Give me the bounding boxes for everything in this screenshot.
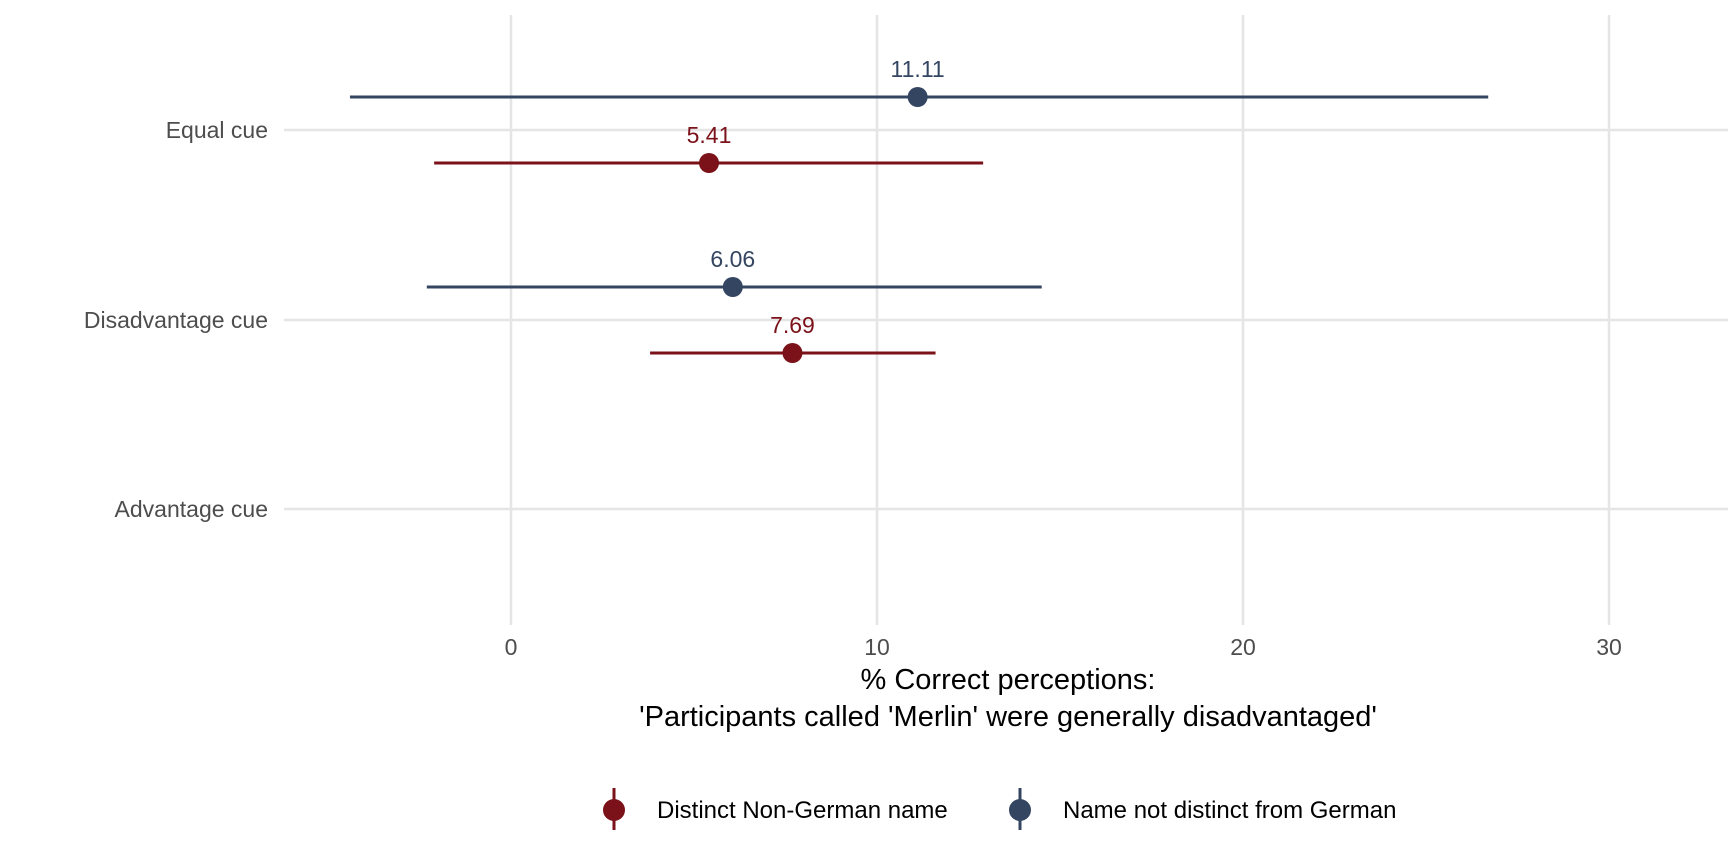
legend-key-point (603, 799, 625, 821)
data-label: 5.41 (687, 122, 732, 148)
legend-item: Distinct Non-German name (603, 788, 948, 830)
y-category-label: Equal cue (166, 117, 268, 143)
x-tick-label: 20 (1230, 634, 1256, 660)
data-point (699, 153, 720, 173)
y-category-label: Advantage cue (115, 496, 268, 522)
legend-label: Name not distinct from German (1063, 797, 1396, 824)
x-tick-label: 0 (505, 634, 518, 660)
legend-label: Distinct Non-German name (657, 797, 948, 824)
plot-marks: 5.41 7.69 11.11 6.06 (349, 56, 1489, 363)
legend-key-point (1009, 799, 1031, 821)
grid (284, 15, 1728, 625)
x-axis-title-line-2: 'Participants called 'Merlin' were gener… (639, 701, 1377, 733)
data-label: 7.69 (770, 312, 815, 338)
data-point (782, 343, 803, 363)
x-tick-label: 30 (1596, 634, 1622, 660)
legend: Distinct Non-German name Name not distinc… (603, 788, 1396, 830)
data-point (722, 277, 743, 297)
legend-item: Name not distinct from German (1009, 788, 1396, 830)
data-point (907, 87, 928, 107)
x-tick-label: 10 (864, 634, 890, 660)
y-category-label: Disadvantage cue (84, 307, 268, 333)
data-label: 6.06 (710, 246, 755, 272)
x-axis-labels: 0 10 20 30 (505, 634, 1622, 660)
data-label: 11.11 (891, 56, 945, 82)
y-axis-labels: Equal cue Disadvantage cue Advantage cue (84, 117, 268, 522)
x-axis-title-line-1: % Correct perceptions: (861, 664, 1156, 696)
